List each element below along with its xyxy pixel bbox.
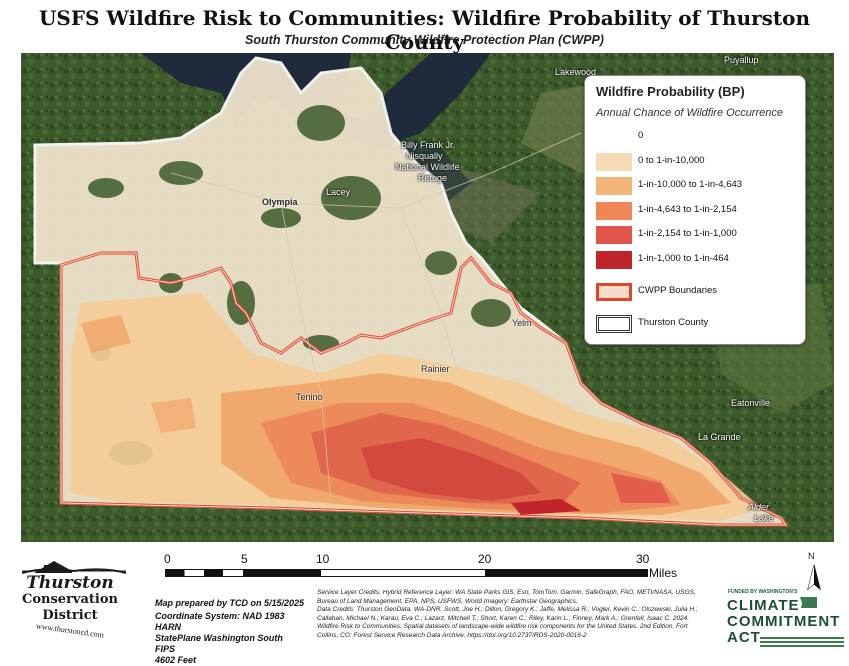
legend-item: 1-in-10,000 to 1-in-4,643 xyxy=(585,177,805,195)
map-title: USFS Wildfire Risk to Communities: Wildf… xyxy=(38,6,811,54)
north-arrow-icon xyxy=(807,564,821,591)
scale-tick-label: 5 xyxy=(241,552,248,566)
legend-label: 1-in-1,000 to 1-in-464 xyxy=(638,253,729,264)
place-label: Eatonville xyxy=(731,398,771,408)
scale-bar xyxy=(165,569,648,577)
map-legend: Wildfire Probability (BP) Annual Chance … xyxy=(584,75,806,345)
place-label: Alder xyxy=(748,502,770,512)
legend-item: 0 to 1-in-10,000 xyxy=(585,153,805,171)
coordinate-system: Coordinate System: NAD 1983 HARN StatePl… xyxy=(155,611,285,665)
legend-title: Wildfire Probability (BP) xyxy=(596,84,745,99)
place-label: Nisqually xyxy=(406,151,443,161)
legend-swatch xyxy=(596,315,632,333)
legend-item: 1-in-4,643 to 1-in-2,154 xyxy=(585,202,805,220)
place-label: Olympia xyxy=(262,197,298,207)
data-credits: Data Credits: Thurston GeoData, WA-DNR. … xyxy=(317,606,698,639)
legend-label: CWPP Boundaries xyxy=(638,285,718,296)
legend-swatch xyxy=(596,283,632,301)
legend-item: Thurston County xyxy=(585,315,805,333)
scale-tick-label: 20 xyxy=(478,552,492,566)
scale-tick-label: 30 xyxy=(636,552,650,566)
place-label: Tenino xyxy=(296,392,323,402)
roads xyxy=(170,132,582,504)
legend-swatch xyxy=(596,153,632,171)
legend-label: 1-in-2,154 to 1-in-1,000 xyxy=(638,228,737,239)
legend-label: 1-in-10,000 to 1-in-4,643 xyxy=(638,179,743,190)
legend-swatch xyxy=(596,202,632,220)
place-label: Lacey xyxy=(326,187,351,197)
cca-climate: CLIMATE xyxy=(727,597,800,614)
legend-label: 0 to 1-in-10,000 xyxy=(638,155,705,166)
scale-tick-label: 10 xyxy=(316,552,330,566)
legend-subtitle: Annual Chance of Wildfire Occurrence xyxy=(596,107,783,119)
place-label: Refuge xyxy=(418,173,448,183)
cca-stripes xyxy=(760,637,844,647)
cca-funded-by: FUNDED BY WASHINGTON'S xyxy=(728,589,798,595)
legend-item: 1-in-1,000 to 1-in-464 xyxy=(585,251,805,269)
legend-swatch xyxy=(596,251,632,269)
cca-act: ACT xyxy=(727,629,761,646)
legend-label: 0 xyxy=(638,130,644,141)
place-label: La Grande xyxy=(698,432,741,442)
place-label: Rainier xyxy=(421,364,450,374)
washington-state-icon xyxy=(800,597,817,608)
legend-item: CWPP Boundaries xyxy=(585,283,805,301)
place-label: Lakewood xyxy=(555,67,597,77)
legend-label: Thurston County xyxy=(638,317,709,328)
logo-thurston: Thurston xyxy=(26,573,114,593)
map-subtitle: South Thurston Community Wildfire Protec… xyxy=(245,33,604,47)
legend-item: 1-in-2,154 to 1-in-1,000 xyxy=(585,226,805,244)
service-layer-credits: Service Layer Credits: Hybrid Reference … xyxy=(317,589,696,605)
place-label: Lake xyxy=(754,513,774,523)
credits: Service Layer Credits: Hybrid Reference … xyxy=(317,589,707,641)
legend-swatch xyxy=(596,226,632,244)
cca-commitment: COMMITMENT xyxy=(727,613,841,630)
legend-item: 0 xyxy=(585,128,805,146)
scale-tick-label: 0 xyxy=(164,552,171,566)
legend-label: 1-in-4,643 to 1-in-2,154 xyxy=(638,204,737,215)
thurston-cd-logo xyxy=(21,561,127,574)
place-label: Puyallup xyxy=(724,55,759,65)
place-label: Billy Frank Jr. xyxy=(401,140,456,150)
place-label: Yelm xyxy=(512,318,532,328)
prepared-by: Map prepared by TCD on 5/15/2025 xyxy=(155,598,305,608)
legend-swatch xyxy=(596,177,632,195)
scale-unit: Miles xyxy=(649,566,678,580)
logo-conservation: Conservation xyxy=(22,592,118,607)
legend-swatch xyxy=(596,128,632,146)
logo-district: District xyxy=(42,608,98,623)
place-label: National Wildlife xyxy=(395,162,460,172)
wildfire-probability-zones xyxy=(71,293,761,521)
north-label: N xyxy=(808,551,815,561)
